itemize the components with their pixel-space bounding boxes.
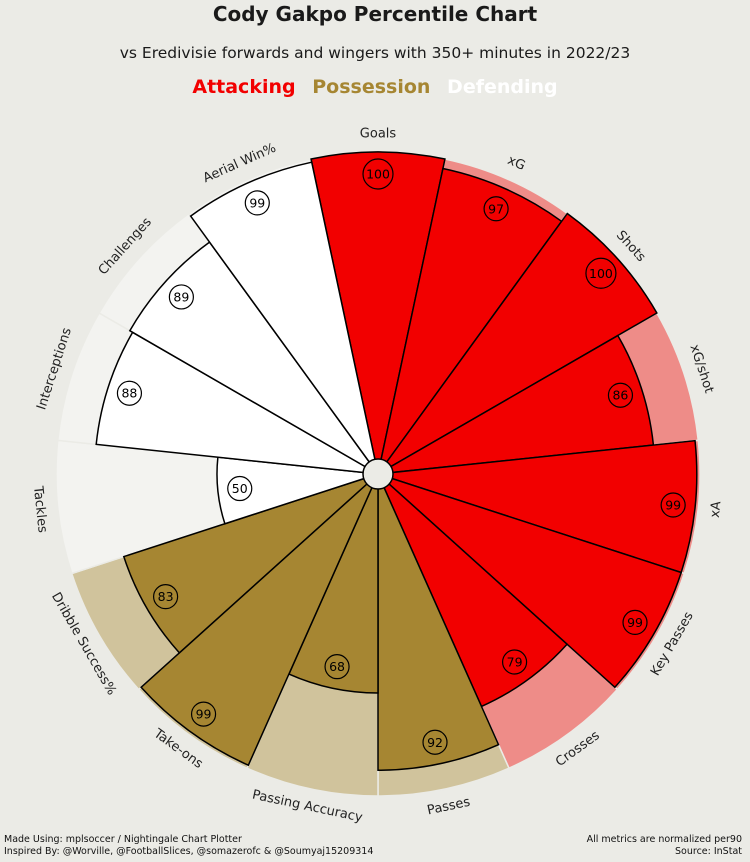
svg-text:99: 99 xyxy=(627,615,643,630)
value-label-take-ons: 99 xyxy=(190,701,217,727)
value-label-xg-shot: 86 xyxy=(607,382,634,408)
svg-text:50: 50 xyxy=(232,481,248,496)
bar-xg xyxy=(377,167,563,475)
value-label-dribble-success: 83 xyxy=(153,584,179,610)
value-label-crosses: 79 xyxy=(501,649,528,675)
metric-label-xa: xA xyxy=(708,500,725,518)
bar-aerial-win xyxy=(189,161,379,475)
value-label-goals: 100 xyxy=(362,158,394,190)
svg-text:79: 79 xyxy=(507,655,523,670)
legend-attacking: Attacking xyxy=(192,76,296,98)
svg-text:99: 99 xyxy=(665,498,681,513)
footer-source: Source: InStat xyxy=(675,846,742,857)
svg-text:89: 89 xyxy=(173,289,189,304)
legend: Attacking Possession Defending xyxy=(0,76,750,98)
footer-notes: All metrics are normalized per90 Source:… xyxy=(587,834,742,858)
value-label-challenges: 89 xyxy=(168,284,194,310)
metric-label-passes: Passes xyxy=(426,795,472,819)
value-label-key-passes: 99 xyxy=(622,609,648,635)
footer-normalized-note: All metrics are normalized per90 xyxy=(586,834,742,845)
svg-text:68: 68 xyxy=(329,659,345,674)
value-label-interceptions: 88 xyxy=(116,380,143,406)
legend-possession: Possession xyxy=(312,76,431,98)
center-circle xyxy=(362,458,394,490)
svg-text:100: 100 xyxy=(589,266,613,281)
svg-text:100: 100 xyxy=(366,167,390,182)
bar-goals xyxy=(310,151,446,475)
bar-xg-shot xyxy=(377,334,655,475)
value-label-passes: 92 xyxy=(422,729,448,755)
bar-interceptions xyxy=(95,331,379,475)
svg-text:86: 86 xyxy=(612,388,628,403)
value-label-tackles: 50 xyxy=(227,475,253,502)
value-label-xa: 99 xyxy=(660,492,686,518)
svg-text:97: 97 xyxy=(488,201,504,216)
bar-key-passes xyxy=(377,473,683,689)
bar-take-ons xyxy=(140,473,379,767)
bar-dribble-success xyxy=(122,473,379,654)
svg-text:83: 83 xyxy=(158,589,174,604)
svg-text:88: 88 xyxy=(121,386,137,401)
svg-text:99: 99 xyxy=(249,195,265,210)
metric-label-xg-shot: xG/shot xyxy=(686,343,716,395)
footer-credits: Made Using: mplsoccer / Nightingale Char… xyxy=(4,834,373,858)
legend-defending: Defending xyxy=(447,76,558,98)
metric-label-xg: xG xyxy=(505,153,527,174)
metric-label-goals: Goals xyxy=(360,127,397,142)
footer-made-using: Made Using: mplsoccer / Nightingale Char… xyxy=(4,834,242,845)
value-label-passing-accuracy: 68 xyxy=(324,654,350,680)
chart-title: Cody Gakpo Percentile Chart xyxy=(212,2,538,26)
metric-label-tackles: Tackles xyxy=(30,484,50,533)
bar-crosses xyxy=(377,473,569,708)
value-labels: 100 97 100 86 99 99 79 92 68 99 83 50 88 89 99 xyxy=(116,158,686,755)
bar-passes xyxy=(377,473,500,771)
svg-text:99: 99 xyxy=(196,707,212,722)
chart-subtitle: vs Eredivisie forwards and wingers with … xyxy=(119,44,631,62)
bar-xa xyxy=(377,439,698,574)
footer-inspired-by: Inspired By: @Worville, @FootballSlices,… xyxy=(4,846,374,857)
svg-text:92: 92 xyxy=(427,735,443,750)
value-label-aerial-win: 99 xyxy=(244,190,270,216)
value-label-xg: 97 xyxy=(483,196,509,222)
value-label-shots: 100 xyxy=(585,257,617,289)
